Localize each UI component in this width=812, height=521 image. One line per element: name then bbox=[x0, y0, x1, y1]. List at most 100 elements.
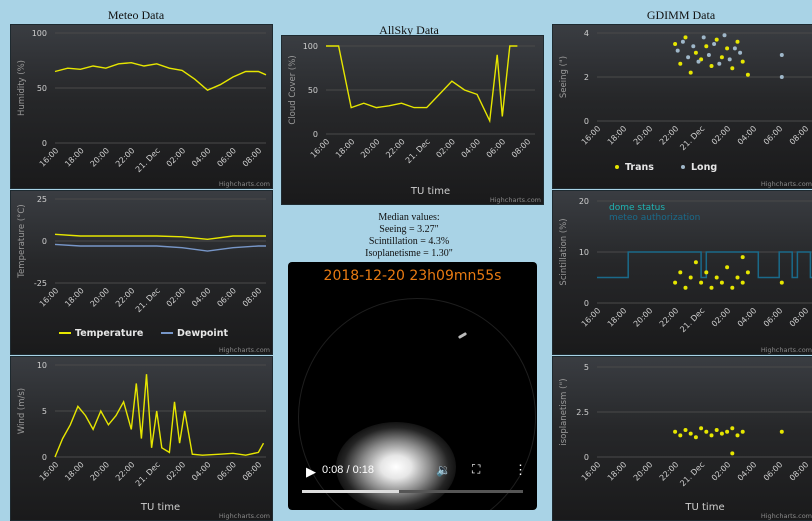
fullscreen-icon[interactable]: ⛶ bbox=[472, 462, 481, 476]
scatter-point bbox=[709, 433, 714, 438]
x-tick-label: 02:00 bbox=[710, 460, 733, 483]
series-line bbox=[54, 233, 266, 241]
x-tick-label: 20:00 bbox=[88, 146, 111, 169]
scatter-point bbox=[730, 426, 735, 431]
y-tick-label: 0 bbox=[584, 453, 589, 462]
x-tick-label: 21. Dec bbox=[678, 460, 706, 488]
highcharts-credit: Highcharts.com bbox=[761, 512, 812, 520]
scatter-point bbox=[701, 35, 706, 40]
x-tick-label: 02:00 bbox=[165, 460, 188, 483]
scatter-point bbox=[779, 280, 784, 285]
x-tick-label: 16:00 bbox=[580, 460, 603, 483]
scatter-point bbox=[691, 44, 696, 49]
scatter-point bbox=[699, 280, 704, 285]
x-tick-label: 16:00 bbox=[38, 146, 61, 169]
x-tick-label: 04:00 bbox=[190, 460, 213, 483]
scatter-point bbox=[725, 46, 730, 51]
scatter-point bbox=[688, 70, 693, 75]
y-tick-label: 0 bbox=[42, 237, 47, 246]
x-tick-label: 16:00 bbox=[580, 124, 603, 147]
y-tick-label: 2.5 bbox=[576, 408, 589, 417]
y-axis-label: isoplanetism (") bbox=[559, 378, 569, 445]
y-tick-label: 0 bbox=[313, 130, 318, 139]
x-tick-label: 06:00 bbox=[215, 146, 238, 169]
series-line bbox=[326, 45, 518, 124]
scatter-point bbox=[696, 59, 701, 64]
more-options-icon[interactable]: ⋮ bbox=[514, 462, 527, 477]
x-tick-label: 06:00 bbox=[762, 306, 785, 329]
scatter-point bbox=[779, 429, 784, 434]
median-isoplanetism: Isoplanetisme = 1.30" bbox=[365, 248, 453, 259]
highcharts-credit: Highcharts.com bbox=[761, 180, 812, 188]
y-tick-label: 0 bbox=[584, 299, 589, 308]
scatter-point bbox=[693, 435, 698, 440]
scatter-point bbox=[673, 42, 678, 46]
scatter-point bbox=[709, 285, 714, 290]
play-icon[interactable]: ▶ bbox=[306, 464, 316, 479]
median-seeing: Seeing = 3.27" bbox=[379, 224, 439, 235]
y-tick-label: 50 bbox=[308, 86, 318, 95]
y-tick-label: 0 bbox=[42, 453, 47, 462]
meteo-column-title: Meteo Data bbox=[107, 8, 165, 22]
allsky-video-player[interactable]: 2018-12-20 23h09mn55s ▶ 0:08 / 0:18 🔉 ⛶ … bbox=[288, 262, 537, 510]
x-tick-label: 18:00 bbox=[334, 137, 357, 160]
scatter-point bbox=[693, 50, 698, 55]
scatter-point bbox=[725, 429, 730, 434]
scatter-point bbox=[693, 260, 698, 265]
x-tick-label: 16:00 bbox=[580, 306, 603, 329]
video-controls: ▶ 0:08 / 0:18 🔉 ⛶ ⋮ bbox=[288, 450, 537, 510]
scatter-point bbox=[683, 35, 688, 40]
isoplanetism-chart: 0 2.5 5 16:00 18:00 20:00 22:00 21. Dec 02:00 04:… bbox=[552, 356, 812, 521]
cloud-cover-chart: 0 50 100 16:00 18:00 20:00 22:00 21. Dec 02:00 04… bbox=[281, 35, 544, 205]
x-tick-label: 08:00 bbox=[788, 124, 811, 147]
x-tick-label: 04:00 bbox=[190, 286, 213, 309]
series-line bbox=[597, 251, 812, 279]
x-tick-label: 18:00 bbox=[606, 124, 629, 147]
video-timestamp: 2018-12-20 23h09mn55s bbox=[323, 268, 502, 284]
x-axis-label: TU time bbox=[410, 186, 450, 197]
series-line bbox=[54, 243, 266, 252]
scatter-point bbox=[673, 429, 678, 434]
median-heading: Median values: bbox=[378, 212, 440, 223]
x-tick-label: 02:00 bbox=[165, 286, 188, 309]
y-axis-label: Cloud Cover (%) bbox=[288, 55, 298, 124]
scatter-point bbox=[735, 275, 740, 280]
volume-icon[interactable]: 🔉 bbox=[436, 463, 451, 477]
x-tick-label: 21. Dec bbox=[678, 124, 706, 152]
scatter-point bbox=[706, 53, 711, 57]
video-progress-track[interactable] bbox=[302, 490, 523, 493]
x-tick-label: 02:00 bbox=[165, 146, 188, 169]
x-tick-label: 18:00 bbox=[606, 306, 629, 329]
scatter-point bbox=[714, 37, 719, 42]
highcharts-credit: Highcharts.com bbox=[219, 180, 270, 188]
scatter-point bbox=[779, 75, 784, 79]
scatter-point bbox=[740, 255, 745, 260]
scatter-point bbox=[740, 280, 745, 285]
y-axis-label: Humidity (%) bbox=[17, 60, 27, 116]
x-tick-label: 02:00 bbox=[434, 137, 457, 160]
x-tick-label: 20:00 bbox=[88, 286, 111, 309]
wind-chart: 0 5 10 16:00 18:00 20:00 22:00 21. Dec 02:00 04:0… bbox=[10, 356, 273, 521]
legend-swatch-trans bbox=[615, 165, 619, 169]
x-tick-label: 04:00 bbox=[190, 146, 213, 169]
scatter-point bbox=[709, 64, 714, 68]
x-tick-label: 02:00 bbox=[710, 124, 733, 147]
x-tick-label: 06:00 bbox=[762, 460, 785, 483]
x-tick-label: 20:00 bbox=[359, 137, 382, 160]
x-tick-label: 16:00 bbox=[309, 137, 332, 160]
x-tick-label: 20:00 bbox=[632, 460, 655, 483]
x-tick-label: 08:00 bbox=[510, 137, 533, 160]
x-tick-label: 20:00 bbox=[632, 306, 655, 329]
humidity-chart: 0 50 100 16:00 18:00 20:00 22:00 21. Dec 02:00 04… bbox=[10, 24, 273, 189]
scatter-point bbox=[686, 55, 691, 60]
x-tick-label: 22:00 bbox=[658, 124, 681, 147]
scatter-point bbox=[740, 429, 745, 434]
y-tick-label: 10 bbox=[579, 248, 589, 257]
y-tick-label: 25 bbox=[37, 195, 47, 204]
scatter-point bbox=[683, 285, 688, 290]
legend-swatch-long bbox=[681, 165, 685, 169]
